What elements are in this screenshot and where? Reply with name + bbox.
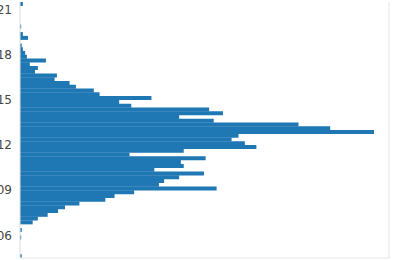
svg-text:18: 18 (8, 48, 12, 62)
svg-text:12: 12 (8, 138, 12, 152)
svg-text:09: 09 (8, 183, 12, 197)
svg-text:15: 15 (8, 93, 12, 107)
svg-text:21: 21 (8, 3, 12, 17)
svg-text:06: 06 (8, 229, 12, 243)
